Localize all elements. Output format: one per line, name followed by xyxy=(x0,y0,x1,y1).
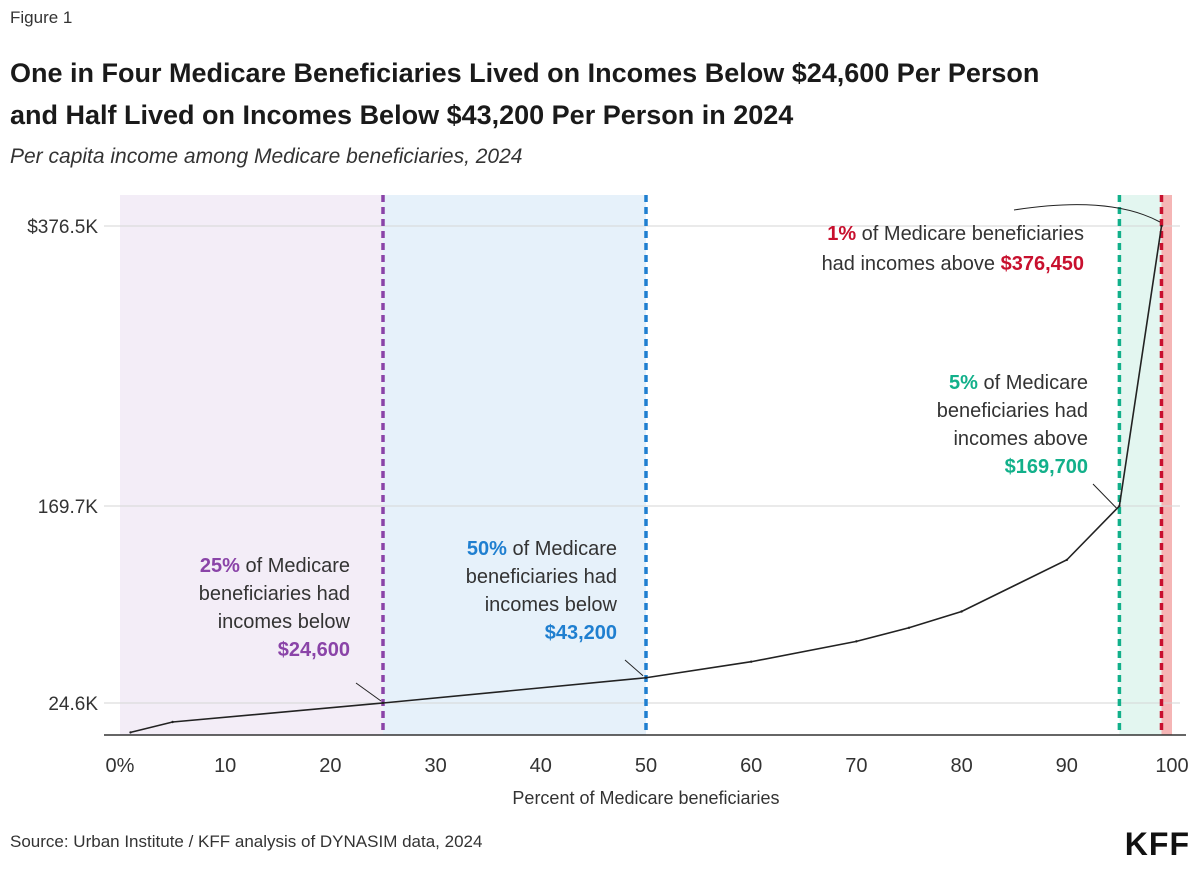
annotation-text: of Medicare xyxy=(240,555,350,577)
income-point xyxy=(855,640,858,643)
gridlines xyxy=(104,225,1180,704)
source-note: Source: Urban Institute / KFF analysis o… xyxy=(10,832,483,851)
annotation-1-line: beneficiaries had xyxy=(466,566,617,588)
annotation-highlight: 1% xyxy=(827,223,856,245)
income-line xyxy=(129,224,1163,734)
income-point xyxy=(750,660,753,663)
figure-label: Figure 1 xyxy=(10,8,73,27)
income-point xyxy=(1118,504,1121,508)
x-tick-label: 50 xyxy=(635,755,657,777)
chart-title-line-1: One in Four Medicare Beneficiaries Lived… xyxy=(10,58,1040,88)
annotation-leader-lines xyxy=(355,204,1161,702)
annotation-text: incomes above xyxy=(953,428,1088,450)
annotation-text: incomes below xyxy=(218,611,351,633)
band-2 xyxy=(1119,195,1162,735)
annotation-text: beneficiaries had xyxy=(199,583,350,605)
x-tick-label: 20 xyxy=(319,755,341,777)
annotation-text: had incomes above xyxy=(822,253,1001,275)
leader-1 xyxy=(1013,204,1161,223)
income-point xyxy=(129,731,132,734)
y-tick-label: 169.7K xyxy=(38,497,99,518)
income-point xyxy=(960,610,963,613)
x-tick-label: 70 xyxy=(845,755,867,777)
annotation-2-line: $169,700 xyxy=(1005,456,1088,478)
annotation-text: beneficiaries had xyxy=(937,400,1088,422)
x-axis-label: Percent of Medicare beneficiaries xyxy=(512,788,779,808)
annotation-text: incomes below xyxy=(485,594,618,616)
annotation-text: of Medicare beneficiaries xyxy=(856,223,1084,245)
annotation-highlight: $43,200 xyxy=(545,622,617,644)
annotation-3-line: 1% of Medicare beneficiaries xyxy=(827,223,1084,245)
x-axis: 0% 10 20 30 40 50 60 70 80 90 100 xyxy=(104,734,1189,777)
y-axis-ticks: 24.6K 169.7K $376.5K xyxy=(27,217,98,715)
chart-subtitle: Per capita income among Medicare benefic… xyxy=(10,145,523,168)
annotation-2-line: beneficiaries had xyxy=(937,400,1088,422)
x-tick-label: 90 xyxy=(1056,755,1078,777)
band-1 xyxy=(383,195,646,735)
annotation-0-line: 25% of Medicare xyxy=(200,555,350,577)
annotation-0-line: $24,600 xyxy=(278,639,350,661)
annotation-highlight: 5% xyxy=(949,372,978,394)
income-point xyxy=(1160,224,1163,228)
y-tick-label: $376.5K xyxy=(27,217,98,238)
income-point xyxy=(907,626,911,629)
kff-logo: KFF xyxy=(1124,826,1190,862)
annotation-1-line: $43,200 xyxy=(545,622,617,644)
annotation-highlight: $24,600 xyxy=(278,639,350,661)
leader-5 xyxy=(1092,483,1117,509)
x-tick-label: 0% xyxy=(106,755,135,777)
x-tick-label: 10 xyxy=(214,755,236,777)
income-point xyxy=(381,701,385,705)
chart-title-line-2: and Half Lived on Incomes Below $43,200 … xyxy=(10,100,794,130)
income-point xyxy=(644,676,648,679)
leader-50 xyxy=(624,659,644,677)
percentile-markers xyxy=(381,195,1164,735)
x-tick-label: 60 xyxy=(740,755,762,777)
annotation-text: of Medicare xyxy=(507,538,617,560)
annotation-highlight: $169,700 xyxy=(1005,456,1088,478)
leader-25 xyxy=(355,682,382,702)
annotation-1-line: 50% of Medicare xyxy=(467,538,617,560)
y-tick-label: 24.6K xyxy=(48,694,98,715)
annotation-0-line: beneficiaries had xyxy=(199,583,350,605)
annotation-highlight: 50% xyxy=(467,538,507,560)
annotation-1-line: incomes below xyxy=(485,594,618,616)
annotation-3-line: had incomes above $376,450 xyxy=(822,253,1084,275)
annotation-2-line: incomes above xyxy=(953,428,1088,450)
annotation-text: beneficiaries had xyxy=(466,566,617,588)
band-0 xyxy=(120,195,383,735)
annotation-highlight: $376,450 xyxy=(1001,253,1084,275)
annotation-2-line: 5% of Medicare xyxy=(949,372,1088,394)
shaded-bands xyxy=(120,195,1172,735)
x-tick-label: 80 xyxy=(950,755,972,777)
band-3 xyxy=(1161,195,1172,735)
x-tick-label: 40 xyxy=(530,755,552,777)
income-point xyxy=(1065,558,1069,562)
x-tick-label: 30 xyxy=(424,755,446,777)
annotations: 25% of Medicare beneficiaries had incomes … xyxy=(199,223,1088,661)
annotation-text: of Medicare xyxy=(978,372,1088,394)
chart-title: One in Four Medicare Beneficiaries Lived… xyxy=(10,52,1190,136)
annotation-highlight: 25% xyxy=(200,555,240,577)
annotation-0-line: incomes below xyxy=(218,611,351,633)
income-point xyxy=(171,720,174,724)
x-tick-label: 100 xyxy=(1155,755,1188,777)
